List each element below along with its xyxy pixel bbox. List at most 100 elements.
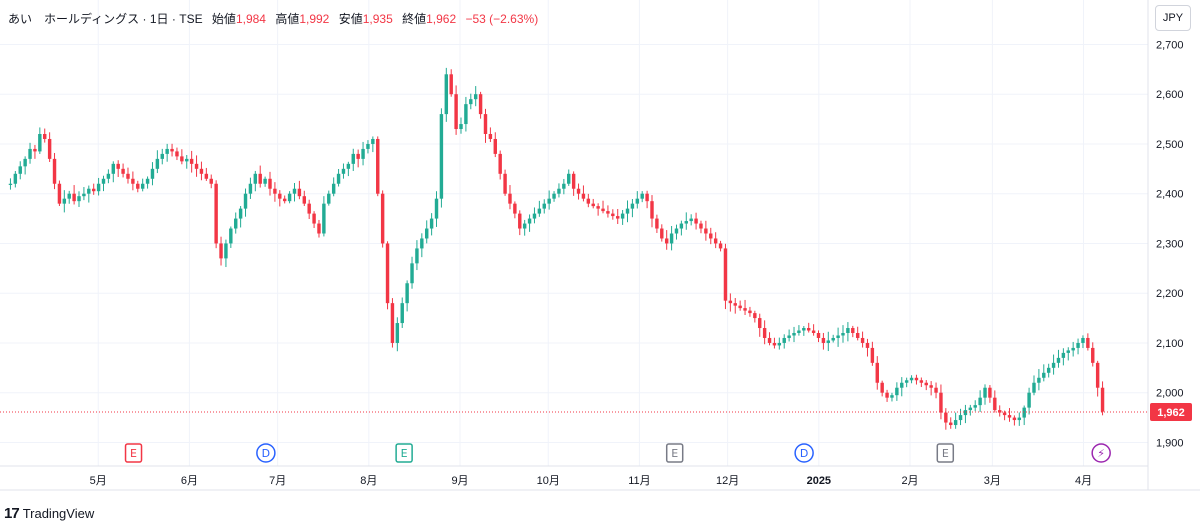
candle-body [728,300,733,304]
candle-body [420,238,424,249]
candle-body [958,415,963,421]
candle-body [953,420,958,426]
candle-body [229,228,233,244]
price-axis[interactable]: 1,900 2,000 2,100 2,200 2,300 2,400 2,500 2,600… [1156,39,1184,449]
candle-body [248,183,253,194]
candle-body [713,238,718,244]
earnings-down-icon[interactable]: E [124,443,143,463]
candle-body [38,134,42,152]
candle-body [160,153,164,159]
candle-body [929,385,933,388]
candle-body [684,221,688,224]
candle-body [968,407,973,411]
candle-body [82,193,86,197]
candle-body [532,213,537,219]
candle-body [944,412,948,423]
candle-body [664,238,669,244]
lightning-icon[interactable]: ⚡ [1091,443,1111,463]
candle-body [826,340,831,343]
candle-body [106,173,111,179]
x-tick-label: 2月 [901,475,918,487]
candle-body [909,377,914,381]
x-tick-label: 6月 [181,475,198,487]
candle-body [606,211,610,214]
close-label: 終値 [402,12,427,26]
candle-body [473,94,478,100]
candle-body [376,138,380,194]
candle-body [189,158,194,164]
candle-body [380,193,385,244]
candle-body [537,208,542,214]
time-axis[interactable]: 5月 6月 7月 8月 9月 10月 11月 12月 2025 2月 3月 4月 [90,475,1092,487]
x-tick-label: 7月 [269,475,286,487]
candle-body [527,218,532,224]
interval-label[interactable]: 1日 [149,12,169,26]
candle-body [782,337,786,343]
candle-body [1002,412,1007,416]
candle-body [62,198,67,204]
candle-body [390,303,395,343]
dividend-icon[interactable]: D [794,443,814,463]
y-tick-label: 1,900 [1156,437,1184,449]
candle-body [18,166,22,174]
candle-body [454,94,458,130]
candle-body [287,193,292,202]
candle-body [939,392,943,413]
low-value: 1,935 [362,12,393,26]
candle-body [552,193,556,199]
candle-body [645,193,649,202]
candle-body [547,198,551,204]
candle-body [988,387,992,398]
candle-body [738,305,742,309]
candle-body [870,347,875,363]
currency-button[interactable]: JPY [1155,5,1191,31]
candle-body [488,134,493,139]
earnings-up-icon[interactable]: E [395,443,413,463]
candle-body [616,216,620,219]
candle-body [297,188,302,197]
earnings-icon[interactable]: E [665,443,684,463]
symbol-name[interactable]: あい ホールディングス [8,12,140,26]
candle-body [8,183,13,185]
candle-body [650,201,654,219]
candle-body [895,387,899,396]
candle-body [96,183,101,192]
candle-body [341,168,346,174]
candle-body [1046,367,1051,373]
candle-body [155,158,160,169]
candle-body [434,198,439,219]
candle-body [493,138,497,154]
candle-body [880,382,884,393]
y-tick-label: 2,700 [1156,39,1184,51]
candle-body [611,213,615,217]
candle-body [562,183,566,189]
candle-body [385,243,390,304]
candle-body [307,203,311,214]
candle-body [449,74,453,95]
candle-body [483,114,488,134]
y-tick-label: 2,000 [1156,388,1184,400]
candle-body [586,198,591,204]
earnings-icon[interactable]: E [936,443,955,463]
candle-body [513,203,517,214]
candle-body [846,328,850,333]
dividend-icon[interactable]: D [256,443,276,463]
candle-body [180,156,184,162]
candle-body [312,213,316,224]
candle-body [620,213,625,219]
candle-body [679,223,684,229]
candle-body [821,337,826,343]
candle-body [904,380,909,383]
event-label: E [671,447,678,460]
tradingview-branding[interactable]: 17 TradingView [4,505,94,522]
candle-body [444,74,449,115]
candle-body [1032,382,1036,393]
candle-body [238,208,243,219]
candle-body [1042,372,1046,378]
candle-body [204,173,209,179]
candle-body [1086,337,1090,348]
candle-body [1091,347,1095,363]
candle-body [522,223,527,229]
candle-body [336,173,341,184]
